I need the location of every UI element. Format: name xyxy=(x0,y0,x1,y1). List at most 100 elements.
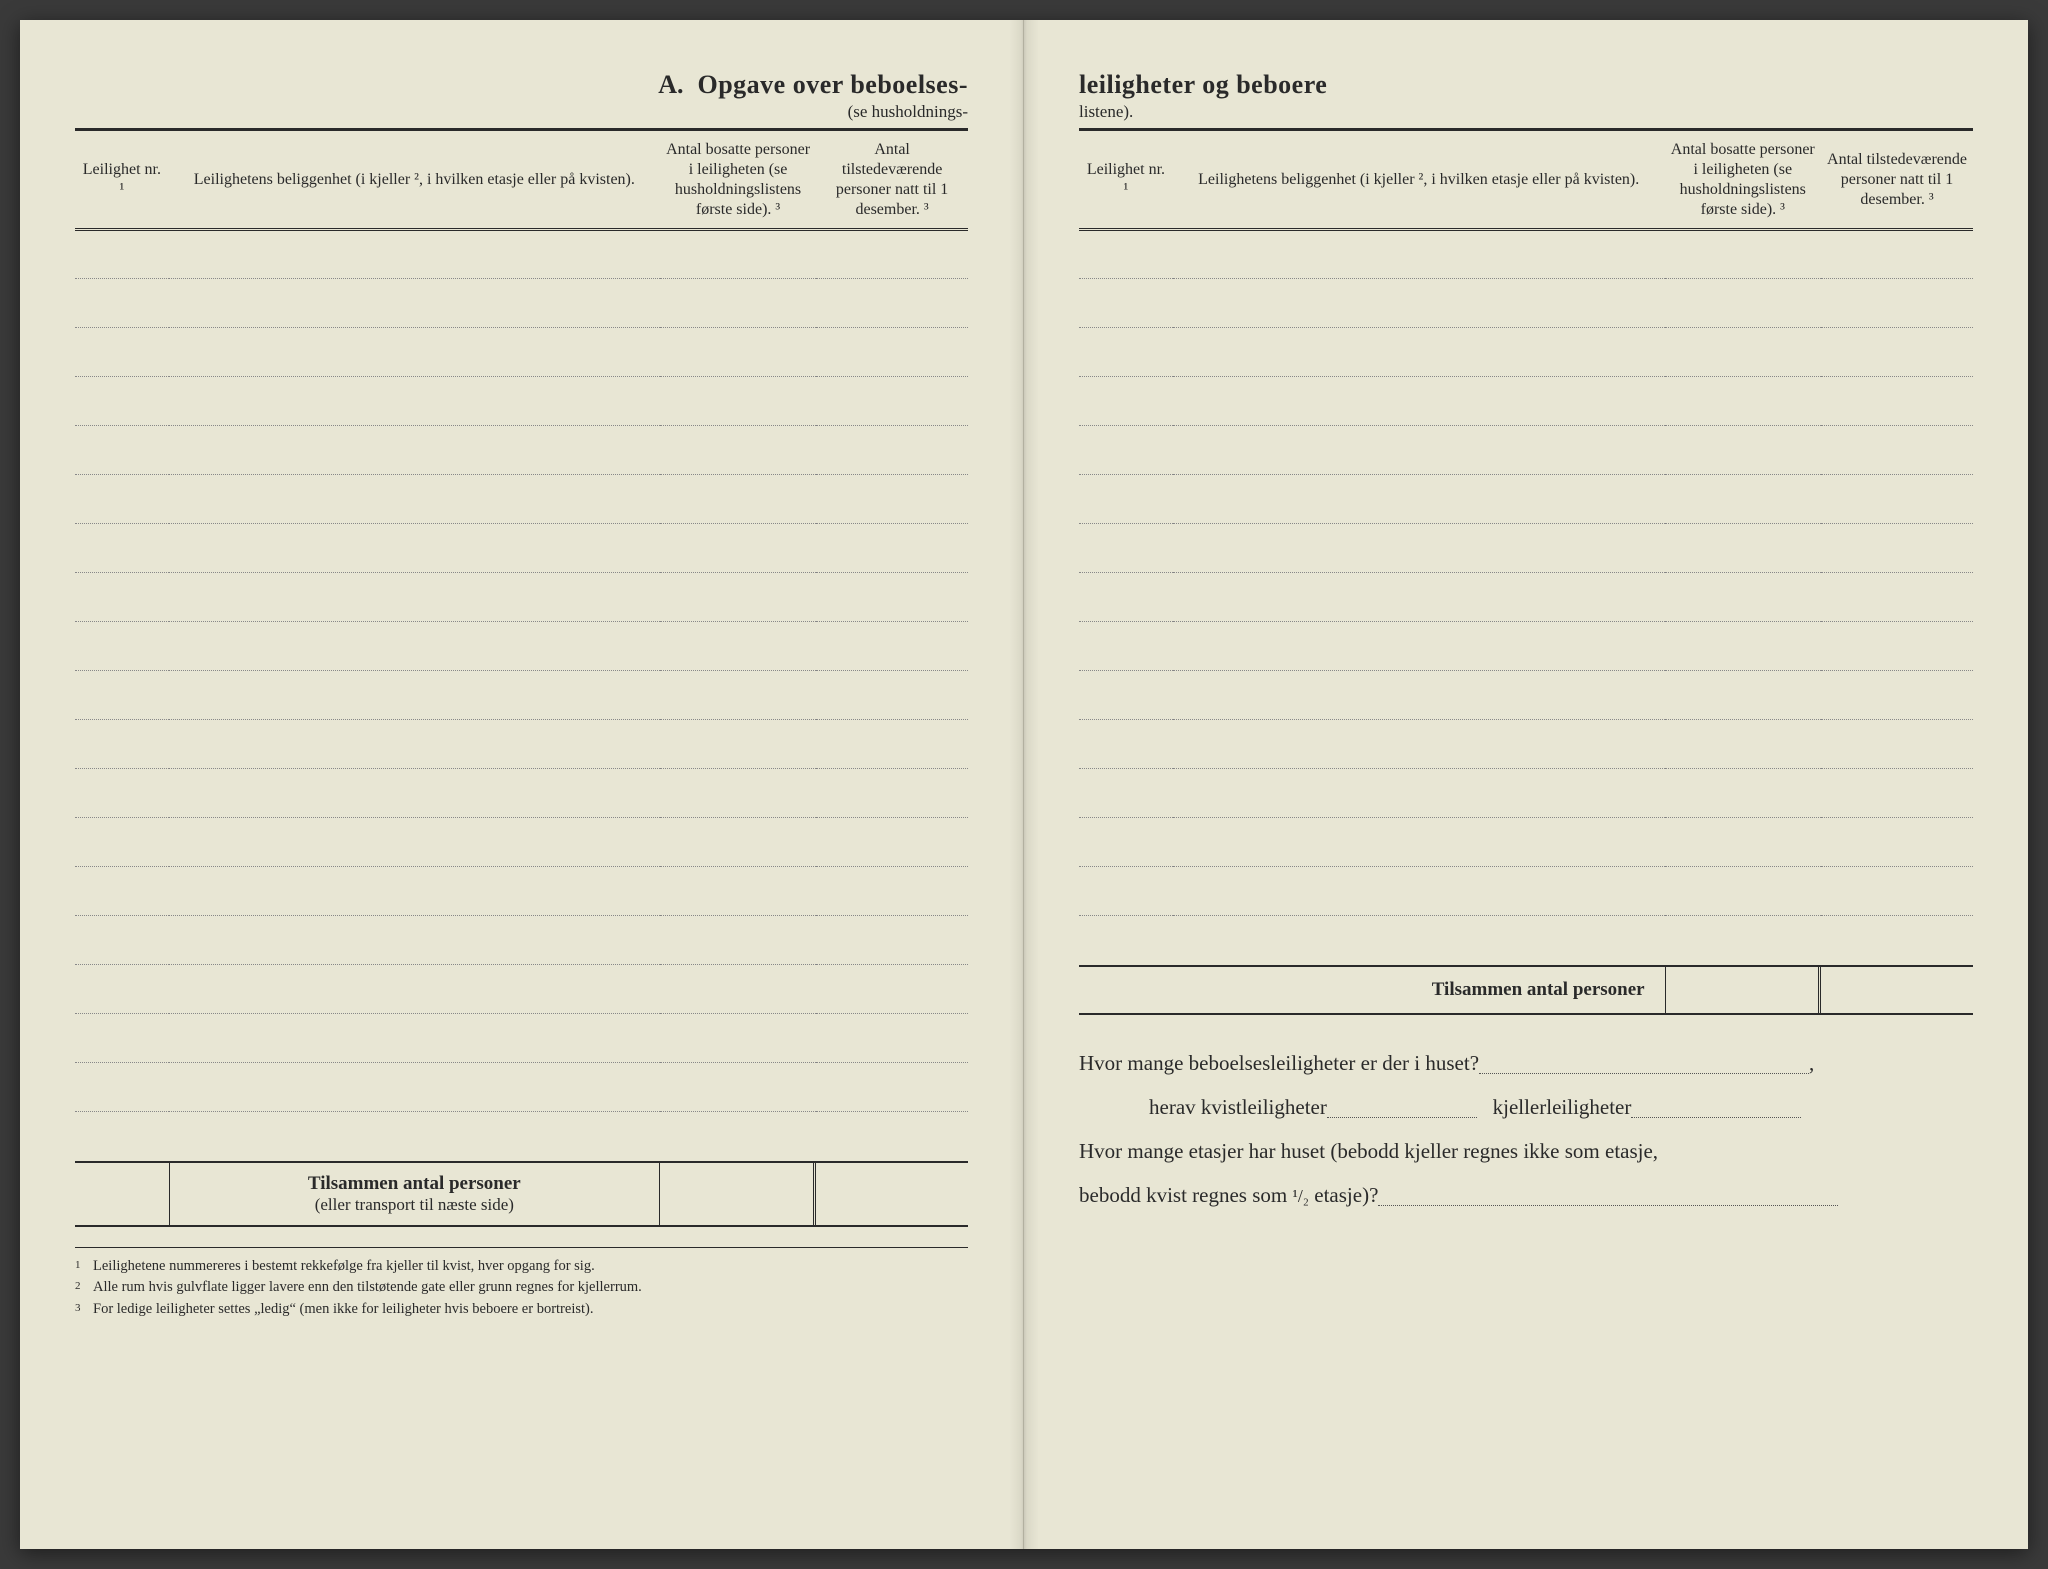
cell-present[interactable] xyxy=(1821,622,1973,671)
table-row[interactable] xyxy=(75,818,968,867)
cell-present[interactable] xyxy=(816,1014,968,1063)
table-row[interactable] xyxy=(1079,426,1973,475)
cell-present[interactable] xyxy=(1821,279,1973,328)
cell-present[interactable] xyxy=(1821,573,1973,622)
cell-present[interactable] xyxy=(816,1063,968,1112)
cell-nr[interactable] xyxy=(1079,720,1173,769)
cell-present[interactable] xyxy=(816,426,968,475)
cell-location[interactable] xyxy=(169,769,660,818)
cell-residents[interactable] xyxy=(660,1014,816,1063)
cell-nr[interactable] xyxy=(1079,622,1173,671)
cell-location[interactable] xyxy=(169,867,660,916)
cell-nr[interactable] xyxy=(1079,818,1173,867)
sum-cell-residents[interactable] xyxy=(1665,967,1821,1013)
cell-location[interactable] xyxy=(1173,426,1665,475)
table-row[interactable] xyxy=(75,1063,968,1112)
cell-nr[interactable] xyxy=(75,230,169,279)
cell-present[interactable] xyxy=(1821,328,1973,377)
cell-residents[interactable] xyxy=(1665,475,1821,524)
cell-nr[interactable] xyxy=(75,965,169,1014)
table-row[interactable] xyxy=(1079,671,1973,720)
cell-nr[interactable] xyxy=(1079,475,1173,524)
cell-nr[interactable] xyxy=(75,1063,169,1112)
cell-location[interactable] xyxy=(1173,769,1665,818)
table-row[interactable] xyxy=(75,867,968,916)
cell-residents[interactable] xyxy=(660,720,816,769)
table-row[interactable] xyxy=(75,328,968,377)
cell-present[interactable] xyxy=(816,818,968,867)
cell-residents[interactable] xyxy=(660,867,816,916)
cell-present[interactable] xyxy=(816,230,968,279)
cell-residents[interactable] xyxy=(660,377,816,426)
cell-nr[interactable] xyxy=(1079,867,1173,916)
cell-nr[interactable] xyxy=(75,573,169,622)
cell-location[interactable] xyxy=(169,916,660,965)
cell-nr[interactable] xyxy=(75,622,169,671)
cell-nr[interactable] xyxy=(75,1112,169,1161)
cell-present[interactable] xyxy=(816,867,968,916)
cell-location[interactable] xyxy=(169,279,660,328)
cell-location[interactable] xyxy=(169,720,660,769)
cell-residents[interactable] xyxy=(1665,622,1821,671)
cell-nr[interactable] xyxy=(75,720,169,769)
cell-residents[interactable] xyxy=(1665,720,1821,769)
cell-residents[interactable] xyxy=(660,230,816,279)
cell-residents[interactable] xyxy=(1665,818,1821,867)
cell-location[interactable] xyxy=(1173,867,1665,916)
cell-location[interactable] xyxy=(1173,279,1665,328)
cell-residents[interactable] xyxy=(1665,867,1821,916)
cell-nr[interactable] xyxy=(1079,916,1173,965)
table-row[interactable] xyxy=(75,1112,968,1161)
cell-location[interactable] xyxy=(169,622,660,671)
cell-present[interactable] xyxy=(1821,671,1973,720)
table-row[interactable] xyxy=(1079,818,1973,867)
table-row[interactable] xyxy=(1079,524,1973,573)
cell-nr[interactable] xyxy=(1079,573,1173,622)
cell-residents[interactable] xyxy=(660,965,816,1014)
table-row[interactable] xyxy=(75,426,968,475)
table-row[interactable] xyxy=(1079,377,1973,426)
cell-residents[interactable] xyxy=(1665,916,1821,965)
cell-location[interactable] xyxy=(169,671,660,720)
cell-residents[interactable] xyxy=(660,573,816,622)
table-row[interactable] xyxy=(1079,916,1973,965)
cell-present[interactable] xyxy=(1821,769,1973,818)
table-row[interactable] xyxy=(1079,769,1973,818)
fill-line[interactable] xyxy=(1631,1097,1801,1118)
table-row[interactable] xyxy=(75,671,968,720)
table-row[interactable] xyxy=(75,377,968,426)
cell-present[interactable] xyxy=(816,916,968,965)
table-row[interactable] xyxy=(75,720,968,769)
cell-residents[interactable] xyxy=(660,524,816,573)
cell-location[interactable] xyxy=(1173,377,1665,426)
table-row[interactable] xyxy=(75,769,968,818)
table-row[interactable] xyxy=(1079,230,1973,279)
cell-residents[interactable] xyxy=(660,1063,816,1112)
table-row[interactable] xyxy=(75,279,968,328)
cell-residents[interactable] xyxy=(660,818,816,867)
cell-nr[interactable] xyxy=(1079,671,1173,720)
cell-location[interactable] xyxy=(1173,230,1665,279)
cell-location[interactable] xyxy=(169,328,660,377)
cell-present[interactable] xyxy=(816,279,968,328)
cell-location[interactable] xyxy=(1173,475,1665,524)
cell-present[interactable] xyxy=(1821,426,1973,475)
table-row[interactable] xyxy=(75,475,968,524)
cell-residents[interactable] xyxy=(1665,279,1821,328)
cell-residents[interactable] xyxy=(660,671,816,720)
cell-location[interactable] xyxy=(169,965,660,1014)
cell-nr[interactable] xyxy=(75,671,169,720)
cell-present[interactable] xyxy=(1821,230,1973,279)
cell-nr[interactable] xyxy=(75,377,169,426)
cell-nr[interactable] xyxy=(1079,328,1173,377)
fill-line[interactable] xyxy=(1327,1097,1477,1118)
cell-residents[interactable] xyxy=(660,916,816,965)
table-row[interactable] xyxy=(1079,475,1973,524)
cell-present[interactable] xyxy=(816,573,968,622)
cell-location[interactable] xyxy=(1173,818,1665,867)
table-row[interactable] xyxy=(1079,622,1973,671)
cell-present[interactable] xyxy=(1821,867,1973,916)
cell-present[interactable] xyxy=(816,475,968,524)
cell-residents[interactable] xyxy=(1665,573,1821,622)
table-row[interactable] xyxy=(1079,867,1973,916)
